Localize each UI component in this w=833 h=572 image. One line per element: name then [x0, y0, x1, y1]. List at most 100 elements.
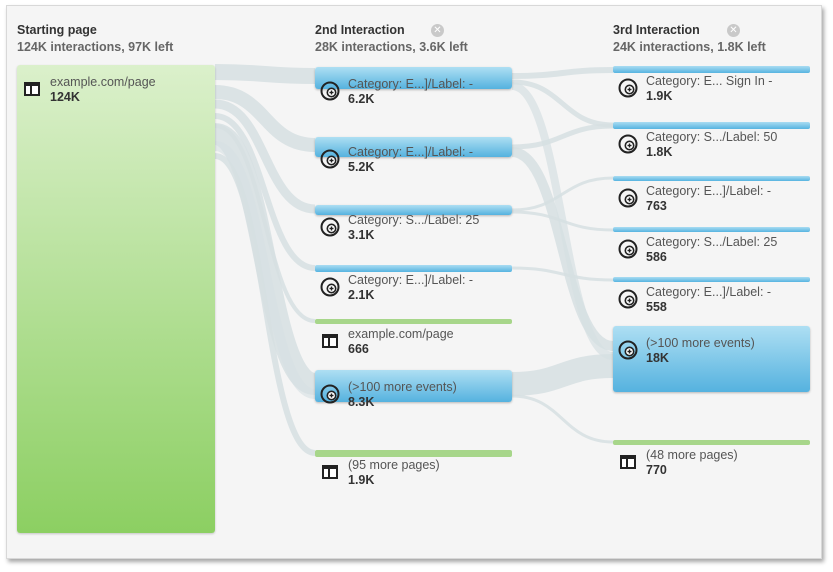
col3-node-5[interactable]: Category: E...]/Label: -558	[613, 277, 810, 317]
event-node-shape	[315, 370, 512, 402]
node-count: 2.1K	[348, 288, 375, 302]
node-count: 18K	[646, 351, 669, 365]
event-node-shape	[613, 227, 810, 232]
close-circle-icon[interactable]: ✕	[727, 24, 740, 37]
flow-band[interactable]	[511, 123, 614, 150]
col2-node-2[interactable]: Category: E...]/Label: -5.2K	[315, 137, 512, 174]
col2-node-3[interactable]: Category: S.../Label: 25 3.1K	[315, 205, 512, 242]
flow-band[interactable]	[511, 354, 614, 396]
flow-band[interactable]	[214, 153, 316, 456]
column-subtitle: 124K interactions, 97K left	[17, 40, 174, 54]
flow-band[interactable]	[214, 64, 316, 84]
node-count: 586	[646, 250, 667, 264]
col2-node-5[interactable]: example.com/page 666	[315, 319, 512, 359]
node-count: 5.2K	[348, 160, 375, 174]
col3-node-3[interactable]: Category: E...]/Label: -763	[613, 176, 810, 216]
event-node-shape	[315, 265, 512, 272]
node-count: 3.1K	[348, 228, 375, 242]
event-target-icon	[320, 81, 340, 101]
node-name: Category: E...]/Label: -	[348, 145, 474, 159]
event-target-icon	[618, 134, 638, 154]
close-circle-icon[interactable]: ✕	[431, 24, 444, 37]
column-title: 3rd Interaction	[613, 23, 700, 37]
event-target-icon	[618, 239, 638, 259]
page-layout-icon	[620, 455, 636, 469]
node-name: Category: E... Sign In -	[646, 74, 773, 88]
col3-node-7[interactable]: (48 more pages) 770	[613, 440, 810, 480]
event-target-icon	[618, 78, 638, 98]
col2-node-1[interactable]: Category: E...]/Label: -6.2K	[315, 67, 512, 106]
column-header-3rd-interaction: 3rd Interaction 24K interactions, 1.8K l…	[613, 23, 766, 54]
col3-node-1[interactable]: Category: E... Sign In -1.9K	[613, 66, 810, 106]
flow-band[interactable]	[213, 141, 317, 399]
event-node-shape	[613, 277, 810, 282]
node-name: (95 more pages)	[348, 458, 440, 472]
node-name: (>100 more events)	[348, 380, 457, 394]
event-target-icon	[618, 340, 638, 360]
event-node-shape	[315, 137, 512, 157]
flow-band[interactable]	[214, 113, 316, 271]
event-node-shape	[613, 66, 810, 73]
flow-band[interactable]	[511, 67, 614, 79]
column-header-starting-page: Starting page 124K interactions, 97K lef…	[17, 23, 173, 54]
flow-band[interactable]	[511, 147, 614, 351]
page-node-shape	[315, 450, 512, 457]
flow-band[interactable]	[511, 79, 614, 128]
page-layout-icon	[322, 334, 338, 348]
node-count: 770	[646, 463, 667, 477]
event-target-icon	[320, 217, 340, 237]
node-count: 1.9K	[646, 89, 673, 103]
node-name: Category: S.../Label: 25	[646, 235, 778, 249]
column-subtitle: 28K interactions, 3.6K left	[315, 40, 468, 54]
node-name: Category: E...]/Label: -	[646, 184, 772, 198]
event-node-shape	[315, 67, 512, 89]
page-node-shape	[17, 65, 215, 533]
page-layout-icon	[24, 82, 40, 96]
node-name: (48 more pages)	[646, 448, 738, 462]
event-node-shape	[315, 205, 512, 215]
flow-band[interactable]	[214, 85, 316, 152]
node-name: example.com/page	[50, 75, 156, 89]
flow-band[interactable]	[511, 176, 614, 212]
node-count: 8.3K	[348, 395, 375, 409]
column-title: 2nd Interaction	[315, 23, 405, 37]
column-header-2nd-interaction: 2nd Interaction 28K interactions, 3.6K l…	[315, 23, 468, 54]
node-count: 558	[646, 300, 667, 314]
node-name: Category: S.../Label: 50	[646, 130, 778, 144]
col3-node-4[interactable]: Category: S.../Label: 25 586	[613, 227, 810, 267]
page-layout-icon	[322, 465, 338, 479]
event-target-icon	[618, 188, 638, 208]
flow-chart-panel: Starting page 124K interactions, 97K lef…	[6, 5, 822, 559]
col2-node-4[interactable]: Category: E...]/Label: -2.1K	[315, 265, 512, 305]
node-name: (>100 more events)	[646, 336, 755, 350]
col3-node-6[interactable]: (>100 more events) 18K	[613, 326, 810, 392]
node-name: Category: E...]/Label: -	[348, 273, 474, 287]
flow-band[interactable]	[511, 266, 614, 282]
flow-band[interactable]	[214, 99, 316, 214]
col2-node-7[interactable]: (95 more pages) 1.9K	[315, 450, 512, 490]
event-target-icon	[320, 149, 340, 169]
col1-node-1[interactable]: example.com/page 124K	[17, 65, 215, 533]
column-subtitle: 24K interactions, 1.8K left	[613, 40, 766, 54]
node-count: 124K	[50, 90, 80, 104]
flow-band[interactable]	[511, 82, 614, 360]
col2-node-6[interactable]: (>100 more events) 8.3K	[315, 370, 512, 409]
node-name: example.com/page	[348, 327, 454, 341]
event-node-shape	[613, 176, 810, 181]
event-node-shape	[613, 122, 810, 129]
event-target-icon	[320, 384, 340, 404]
node-count: 1.9K	[348, 473, 375, 487]
node-count: 666	[348, 342, 369, 356]
event-target-icon	[320, 277, 340, 297]
node-count: 6.2K	[348, 92, 375, 106]
flow-connections	[212, 64, 614, 456]
col3-node-2[interactable]: Category: S.../Label: 50 1.8K	[613, 122, 810, 162]
column-title: Starting page	[17, 23, 97, 37]
event-target-icon	[618, 289, 638, 309]
node-name: Category: E...]/Label: -	[646, 285, 772, 299]
node-count: 763	[646, 199, 667, 213]
flow-band[interactable]	[511, 394, 614, 444]
node-name: Category: E...]/Label: -	[348, 77, 474, 91]
event-node-shape	[613, 326, 810, 392]
page-node-shape	[315, 319, 512, 324]
